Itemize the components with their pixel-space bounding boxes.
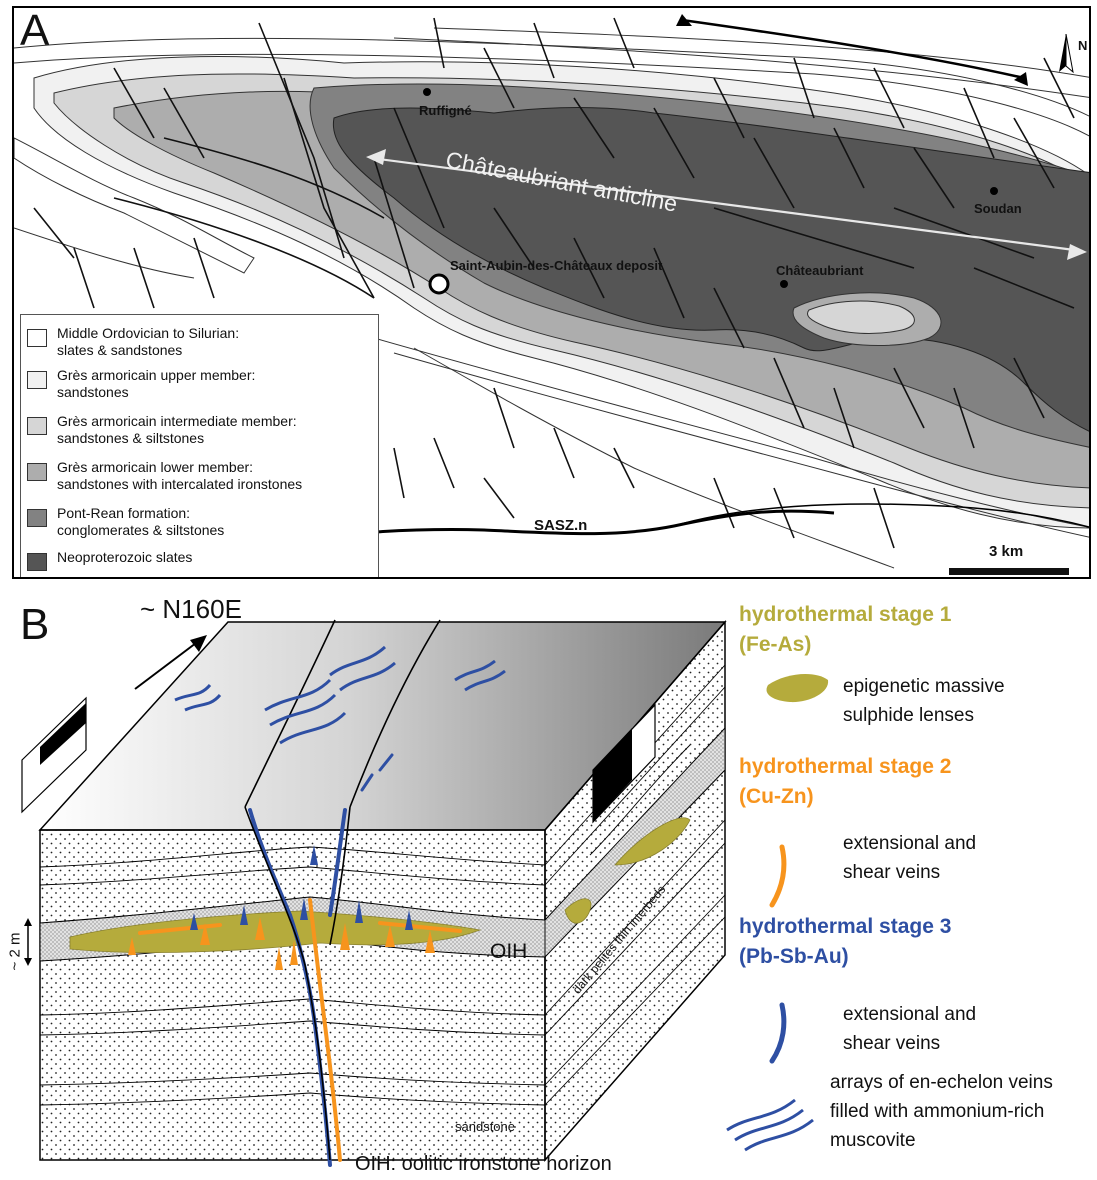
- ruffigne-label: Ruffigné: [419, 103, 472, 118]
- stage1-description: epigenetic massive sulphide lenses: [843, 672, 1005, 730]
- formation-boundaries: [14, 27, 1089, 569]
- legend-line: Grès armoricain upper member:: [57, 367, 256, 383]
- legend-stage3-vein-icon: [769, 1002, 787, 1064]
- faults: [33, 17, 1075, 549]
- north-label: N: [1078, 38, 1088, 53]
- legend-line: Neoproterozoic slates: [57, 549, 193, 565]
- legend-line: Pont-Rean formation:: [57, 505, 191, 521]
- sasz-fault-east: [673, 503, 1089, 528]
- stage3-title: hydrothermal stage 3 (Pb-Sb-Au): [739, 912, 951, 972]
- legend-line: slates & sandstones: [57, 342, 183, 358]
- unit-neoproterozoic: [332, 107, 1089, 432]
- map-legend: Middle Ordovician to Silurian: slates & s…: [20, 314, 379, 577]
- stage2-desc-line2: shear veins: [843, 862, 941, 883]
- stage3-desc-line2: shear veins: [843, 1033, 941, 1054]
- block-diagram: [21, 619, 829, 1167]
- legend-line: conglomerates & siltstones: [57, 522, 225, 538]
- legend-item: Grès armoricain upper member: sandstones: [27, 367, 255, 401]
- stage2-description: extensional and shear veins: [843, 829, 976, 887]
- geological-map: [14, 14, 1089, 569]
- chateaubriant-dot: [780, 280, 788, 288]
- stage2-title-line1: hydrothermal stage 2: [739, 755, 952, 778]
- legend-item: Pont-Rean formation: conglomerates & silt…: [27, 505, 224, 539]
- legend-lens-icon: [766, 673, 829, 703]
- legend-echelon-icon: [726, 1098, 814, 1152]
- strike-dip-symbol-left: [21, 696, 87, 814]
- stage1-title-line2: (Fe-As): [739, 633, 812, 656]
- inlier-light: [807, 300, 915, 334]
- legend-swatch: [27, 553, 47, 571]
- thickness-arrow-down: [24, 958, 32, 966]
- oih-label: OIH: [490, 940, 528, 963]
- echelon-desc-line3: muscovite: [830, 1130, 916, 1151]
- sulphide-lenses: [69, 817, 691, 953]
- fault-label: SASZ.n: [534, 517, 588, 534]
- thrust-tooth-right: [1014, 72, 1028, 86]
- stage1-desc-line2: sulphide lenses: [843, 705, 974, 726]
- stage3-title-line2: (Pb-Sb-Au): [739, 945, 849, 968]
- legend-item: Middle Ordovician to Silurian: slates & s…: [27, 325, 239, 359]
- legend-line: Grès armoricain intermediate member:: [57, 413, 297, 429]
- legend-item: Neoproterozoic slates: [27, 549, 192, 571]
- soudan-dot: [990, 187, 998, 195]
- legend-line: Grès armoricain lower member:: [57, 459, 254, 475]
- thrust-fault: [681, 18, 1025, 80]
- direction-arrow: [134, 639, 201, 690]
- legend-line: sandstones with intercalated ironstones: [57, 476, 303, 492]
- oih-band-side: [544, 726, 726, 959]
- anticline-arrow-west: [366, 149, 386, 165]
- thickness-arrow-up: [24, 918, 32, 926]
- stage3-extension-veins: [190, 845, 413, 930]
- sandstone-label: sandstone: [455, 1119, 515, 1134]
- stage1-title-line1: hydrothermal stage 1: [739, 603, 952, 626]
- stage2-title: hydrothermal stage 2 (Cu-Zn): [739, 752, 951, 812]
- anticline-arrow-east: [1067, 244, 1087, 260]
- strike-dip-symbol-right: [592, 703, 656, 824]
- legend-item: Grès armoricain intermediate member: sand…: [27, 413, 297, 447]
- legend-item: Grès armoricain lower member: sandstones …: [27, 459, 302, 493]
- direction-label: ~ N160E: [140, 594, 242, 624]
- legend-swatch: [27, 417, 47, 435]
- north-arrow-icon: [1059, 34, 1074, 74]
- scale-bar: [949, 568, 1069, 575]
- legend-swatch: [27, 371, 47, 389]
- echelon-desc-line2: filled with ammonium-rich: [830, 1101, 1045, 1122]
- deposit-marker: [428, 273, 450, 295]
- ruffigne-dot: [423, 88, 431, 96]
- stage3-desc-line1: extensional and: [843, 1004, 977, 1025]
- block-side-face: [544, 619, 726, 1162]
- chateaubriant-label: Châteaubriant: [776, 263, 864, 278]
- legend-line: sandstones & siltstones: [57, 430, 205, 446]
- panel-a-letter: A: [20, 6, 50, 55]
- legend-line: sandstones: [57, 384, 129, 400]
- echelon-description: arrays of en-echelon veins filled with a…: [830, 1068, 1053, 1155]
- stage2-veins: [138, 898, 462, 1162]
- block-front-face: [39, 829, 546, 1161]
- direction-arrowhead: [190, 635, 207, 652]
- stage3-title-line1: hydrothermal stage 3: [739, 915, 952, 938]
- stage2-desc-line1: extensional and: [843, 833, 977, 854]
- legend-swatch: [27, 329, 47, 347]
- thrust-tooth-left: [676, 14, 692, 26]
- oih-caption: OIH: oolitic ironstone horizon: [355, 1153, 612, 1175]
- stage2-title-line2: (Cu-Zn): [739, 785, 814, 808]
- stage1-desc-line1: epigenetic massive: [843, 676, 1005, 697]
- legend-swatch: [27, 463, 47, 481]
- anticline-axis: [370, 156, 1083, 253]
- geological-map-panel: A Ruffigné Soudan Châteaubriant Saint-Au…: [12, 6, 1091, 579]
- legend-swatch: [27, 509, 47, 527]
- stage2-extension-veins: [128, 917, 435, 970]
- soudan-label: Soudan: [974, 201, 1022, 216]
- echelon-desc-line1: arrays of en-echelon veins: [830, 1072, 1053, 1093]
- block-faults: [244, 619, 441, 1161]
- stage3-description: extensional and shear veins: [843, 1000, 976, 1058]
- legend-stage2-vein-icon: [769, 844, 787, 908]
- legend-line: Middle Ordovician to Silurian:: [57, 325, 240, 341]
- deposit-label: Saint-Aubin-des-Châteaux deposit: [450, 258, 663, 273]
- thickness-label: ~ 2 m: [6, 932, 24, 971]
- stage1-title: hydrothermal stage 1 (Fe-As): [739, 600, 951, 660]
- scale-label: 3 km: [989, 543, 1024, 560]
- panel-b-letter: B: [20, 600, 50, 649]
- echelon-arrays: [174, 645, 506, 745]
